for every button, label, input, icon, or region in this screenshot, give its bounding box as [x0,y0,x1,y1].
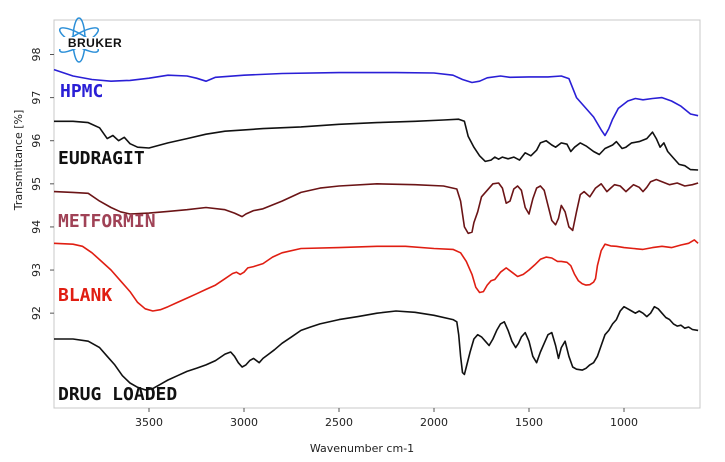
y-tick-label: 95 [30,177,43,191]
series-lines [53,68,699,391]
series-line-eudragit [54,118,699,171]
y-axis-label: Transmittance [%] [12,110,25,212]
series-line-metformin [53,178,699,235]
y-axis-ticks: 92 93 94 95 96 97 98 [30,47,54,320]
series-label-hpmc: HPMC [60,81,103,102]
x-axis-label: Wavenumber cm-1 [310,442,414,455]
y-tick-label: 92 [30,306,43,320]
y-tick-label: 98 [30,47,43,61]
series-label-metformin: METFORMIN [58,211,156,232]
y-tick-label: 93 [30,263,43,277]
series-label-drug-loaded: DRUG LOADED [58,384,177,405]
x-tick-label: 2500 [325,416,353,429]
y-tick-label: 96 [30,134,43,148]
y-tick-label: 97 [30,91,43,105]
x-tick-label: 3000 [230,416,258,429]
series-line-blank [53,239,699,312]
x-tick-label: 1500 [515,416,543,429]
plot-frame [53,19,701,409]
series-line-drug-loaded [54,305,699,391]
series-label-blank: BLANK [58,285,112,306]
x-tick-label: 2000 [420,416,448,429]
bruker-logo: BRUKER [58,17,132,63]
series-labels: HPMC EUDRAGIT METFORMIN BLANK DRUG LOADED [58,81,177,405]
x-axis-ticks: 3500 3000 2500 2000 1500 1000 [135,408,638,429]
bruker-logo-text: BRUKER [68,36,122,50]
y-tick-label: 94 [30,220,43,234]
x-tick-label: 3500 [135,416,163,429]
x-tick-label: 1000 [610,416,638,429]
series-line-hpmc [53,68,699,137]
series-label-eudragit: EUDRAGIT [58,148,145,169]
